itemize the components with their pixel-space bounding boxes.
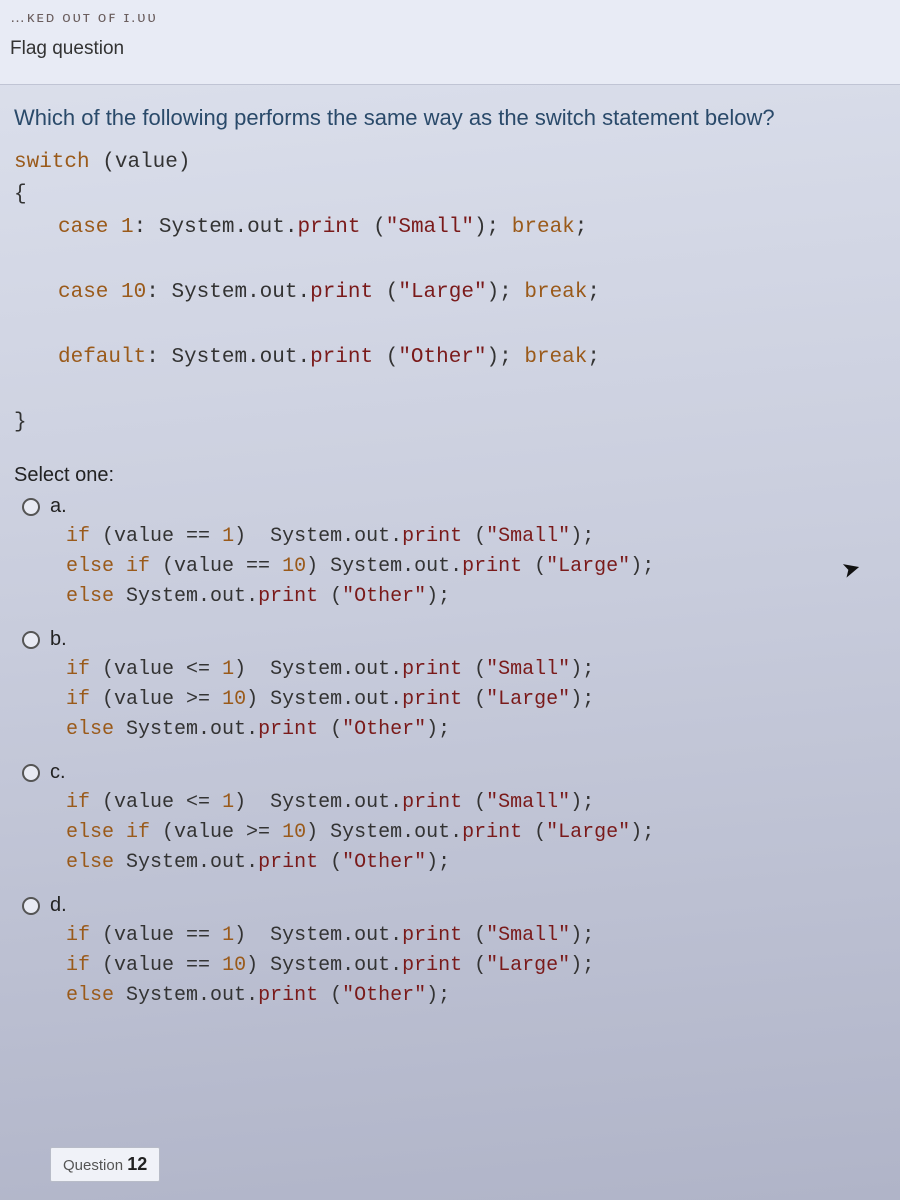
- flag-question-link[interactable]: Flag question: [10, 32, 890, 74]
- option-d[interactable]: d. if (value == 1) System.out.print ("Sm…: [22, 894, 888, 1011]
- code-token: switch: [14, 151, 90, 174]
- option-label-b: b.: [50, 628, 67, 651]
- nav-label: Question: [63, 1157, 123, 1174]
- question-prompt: Which of the following performs the same…: [14, 103, 888, 133]
- nav-number: 12: [127, 1154, 147, 1174]
- answer-options: a. if (value == 1) System.out.print ("Sm…: [14, 495, 888, 1011]
- option-label-a: a.: [50, 495, 67, 518]
- option-code-c: if (value <= 1) System.out.print ("Small…: [22, 788, 888, 878]
- option-code-b: if (value <= 1) System.out.print ("Small…: [22, 655, 888, 745]
- option-label-c: c.: [50, 761, 66, 784]
- question-nav-button[interactable]: Question 12: [50, 1147, 160, 1182]
- option-c[interactable]: c. if (value <= 1) System.out.print ("Sm…: [22, 761, 888, 878]
- option-label-d: d.: [50, 894, 67, 917]
- radio-b[interactable]: [22, 631, 40, 649]
- question-code-block: switch (value) { case 1: System.out.prin…: [14, 147, 888, 440]
- option-code-d: if (value == 1) System.out.print ("Small…: [22, 921, 888, 1011]
- radio-c[interactable]: [22, 764, 40, 782]
- marked-status-text: …ᴋᴇᴅ ᴏᴜᴛ ᴏꜰ ɪ.ᴜᴜ: [10, 8, 890, 26]
- radio-d[interactable]: [22, 897, 40, 915]
- option-a[interactable]: a. if (value == 1) System.out.print ("Sm…: [22, 495, 888, 612]
- option-b[interactable]: b. if (value <= 1) System.out.print ("Sm…: [22, 628, 888, 745]
- option-code-a: if (value == 1) System.out.print ("Small…: [22, 522, 888, 612]
- question-meta-strip: …ᴋᴇᴅ ᴏᴜᴛ ᴏꜰ ɪ.ᴜᴜ Flag question: [0, 0, 900, 85]
- select-one-label: Select one:: [14, 464, 888, 487]
- question-body: Which of the following performs the same…: [0, 85, 900, 1039]
- radio-a[interactable]: [22, 498, 40, 516]
